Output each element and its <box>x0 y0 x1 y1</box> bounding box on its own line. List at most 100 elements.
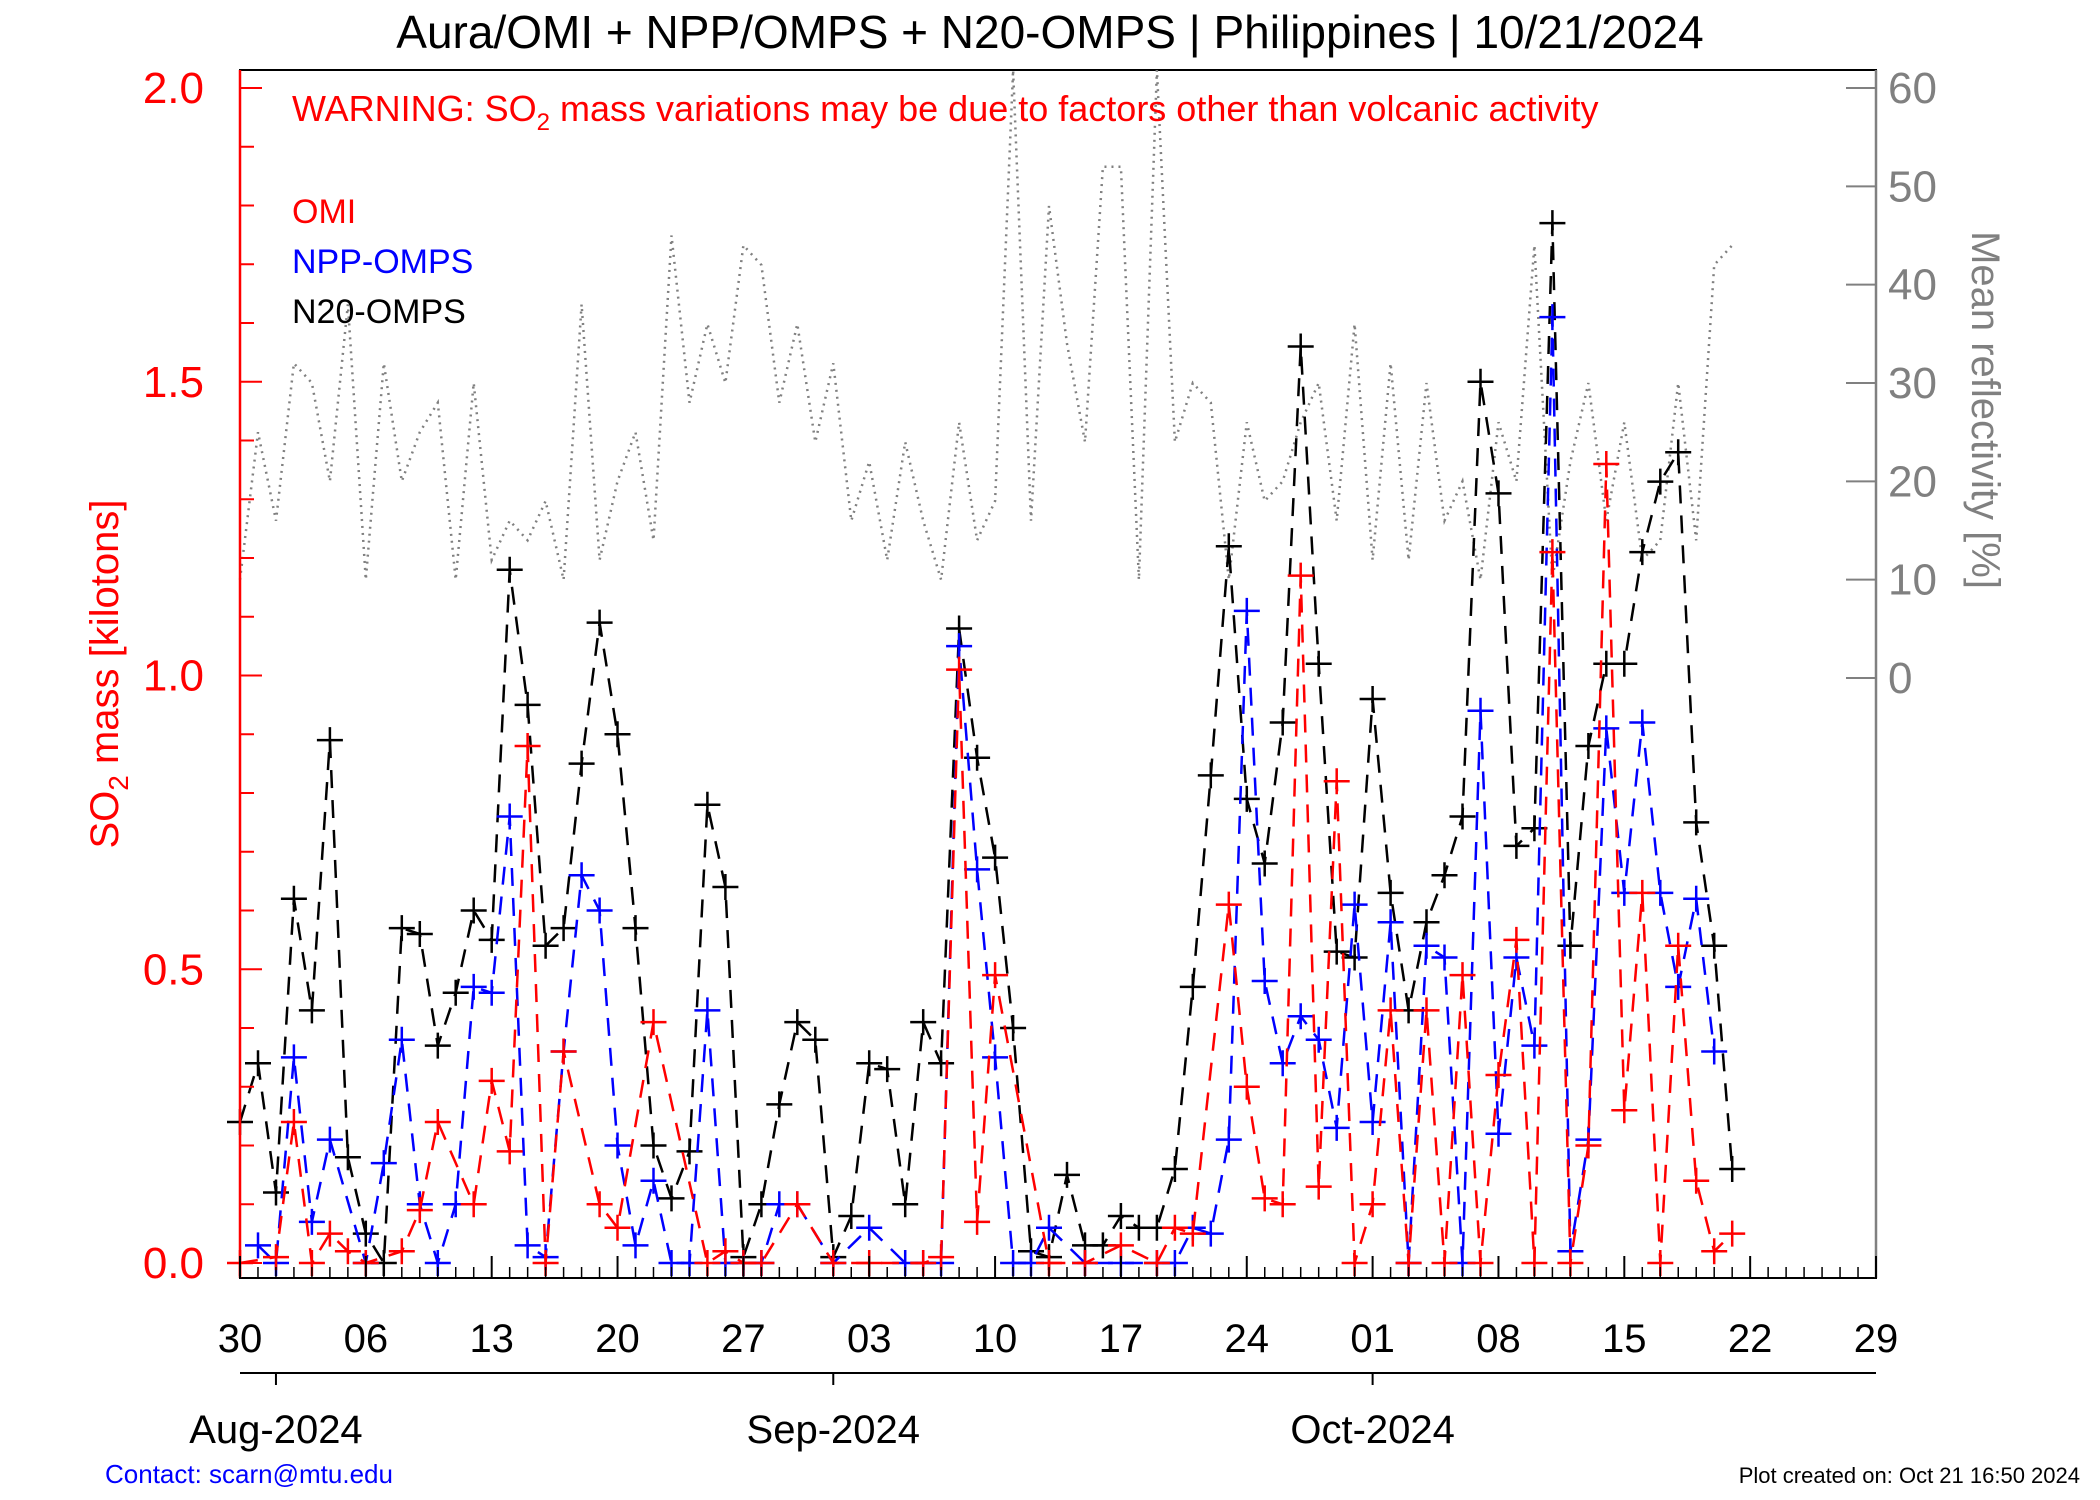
plot-frame <box>239 69 1877 1279</box>
npp-omps-point <box>1665 973 1692 1000</box>
omi-point <box>1629 879 1656 906</box>
omi-point <box>1593 451 1620 477</box>
x-tick-label: 06 <box>344 1317 389 1361</box>
npp-omps-point <box>946 633 973 660</box>
n20-omps-point <box>1197 762 1224 789</box>
npp-omps-point <box>1323 1114 1350 1141</box>
so2-series-layer <box>227 210 1746 1276</box>
n20-omps-point <box>1413 909 1440 936</box>
omi-point <box>982 962 1009 989</box>
omi-point <box>784 1191 811 1218</box>
npp-omps-point <box>1539 304 1566 331</box>
n20-omps-point <box>1719 1156 1746 1182</box>
omi-point <box>928 1244 955 1271</box>
warning-prefix: WARNING: SO <box>292 88 537 129</box>
npp-omps-point <box>1629 709 1656 736</box>
omi-point <box>1233 1073 1260 1100</box>
npp-omps-point <box>1215 1126 1242 1153</box>
n20-omps-point <box>1359 686 1386 712</box>
x-tick-label: 03 <box>847 1317 892 1361</box>
npp-omps-point <box>1269 1050 1296 1077</box>
npp-omps-point <box>568 862 595 889</box>
legend-n20-omps: N20-OMPS <box>292 293 466 331</box>
right-tick-label: 10 <box>1888 556 1937 605</box>
n20-omps-point <box>838 1203 865 1229</box>
n20-omps-point <box>442 979 469 1006</box>
npp-omps-point <box>964 856 991 883</box>
x-tick-label: 29 <box>1854 1317 1899 1361</box>
n20-omps-point <box>1305 650 1332 677</box>
x-tick-label: 20 <box>595 1317 640 1361</box>
plot-created-text: Plot created on: Oct 21 16:50 2024 <box>1739 1463 2080 1488</box>
left-tick-label: 0.0 <box>143 1239 204 1288</box>
n20-omps-point <box>1215 533 1242 560</box>
n20-omps-point <box>1521 815 1548 842</box>
npp-omps-point <box>245 1232 271 1259</box>
omi-point <box>334 1238 361 1265</box>
npp-omps-point <box>316 1126 343 1153</box>
omi-point <box>1539 539 1566 566</box>
n20-omps-point <box>316 727 343 754</box>
right-axis-label: Mean reflectivity [%] <box>1963 231 2007 589</box>
n20-omps-point <box>1485 480 1512 507</box>
legend-omi: OMI <box>292 193 356 231</box>
npp-omps-point <box>1287 1003 1314 1030</box>
omi-point <box>263 1244 289 1271</box>
omi-point <box>1701 1238 1728 1265</box>
x-tick-label: 27 <box>721 1317 766 1361</box>
omi-point <box>1287 562 1314 589</box>
npp-omps-point <box>1413 932 1440 959</box>
x-tick-label: 17 <box>1099 1317 1144 1361</box>
omi-point <box>550 1038 577 1065</box>
npp-omps-point <box>1233 597 1260 624</box>
n20-omps-line <box>238 223 1734 1268</box>
n20-omps-point <box>1629 539 1656 566</box>
n20-omps-point <box>1431 862 1458 889</box>
left-tick-label: 2.0 <box>143 64 204 113</box>
n20-omps-point <box>478 926 505 953</box>
n20-omps-point <box>1341 944 1368 971</box>
omi-point <box>1413 997 1440 1024</box>
x-tick-label: 01 <box>1350 1317 1395 1361</box>
month-label: Aug-2024 <box>189 1408 362 1452</box>
omi-point <box>964 1208 991 1235</box>
omi-point <box>1305 1173 1332 1200</box>
n20-omps-point <box>1503 832 1530 859</box>
right-tick-label: 60 <box>1888 64 1937 113</box>
n20-omps-point <box>1467 368 1494 395</box>
npp-omps-point <box>1431 944 1458 971</box>
n20-omps-point <box>1683 809 1710 836</box>
n20-omps-point <box>388 915 415 942</box>
legend-npp-omps: NPP-OMPS <box>292 243 473 281</box>
omi-point <box>1251 1185 1278 1212</box>
month-axis: Aug-2024 Sep-2024 Oct-2024 <box>189 1372 1876 1452</box>
npp-omps-point <box>280 1044 307 1071</box>
x-tick-label: 30 <box>218 1317 263 1361</box>
omi-point <box>514 733 541 759</box>
npp-omps-point <box>604 1132 631 1159</box>
npp-omps-point <box>640 1167 667 1194</box>
omi-point <box>712 1238 739 1265</box>
npp-omps-point <box>586 897 613 924</box>
legend: OMI NPP-OMPS N20-OMPS <box>292 193 473 331</box>
left-axis-label-suffix: mass [kilotons] <box>83 499 127 775</box>
omi-point <box>280 1109 307 1135</box>
left-y-axis: 0.0 0.5 1.0 1.5 2.0 <box>143 64 262 1288</box>
omi-point <box>388 1238 415 1265</box>
npp-omps-point <box>1305 1026 1332 1053</box>
npp-omps-point <box>478 979 505 1006</box>
omi-point <box>1323 768 1350 795</box>
omi-point <box>1269 1191 1296 1218</box>
npp-omps-point <box>1467 697 1494 724</box>
month-label: Oct-2024 <box>1290 1408 1455 1452</box>
n20-omps-point <box>460 897 487 924</box>
n20-omps-point <box>1251 850 1278 877</box>
n20-omps-point <box>586 609 613 636</box>
npp-omps-point <box>1701 1038 1728 1065</box>
n20-omps-point <box>1269 709 1296 736</box>
omi-line <box>239 463 1734 1267</box>
npp-omps-point <box>388 1026 415 1053</box>
x-tick-label: 08 <box>1476 1317 1521 1361</box>
omi-point <box>496 1138 523 1165</box>
